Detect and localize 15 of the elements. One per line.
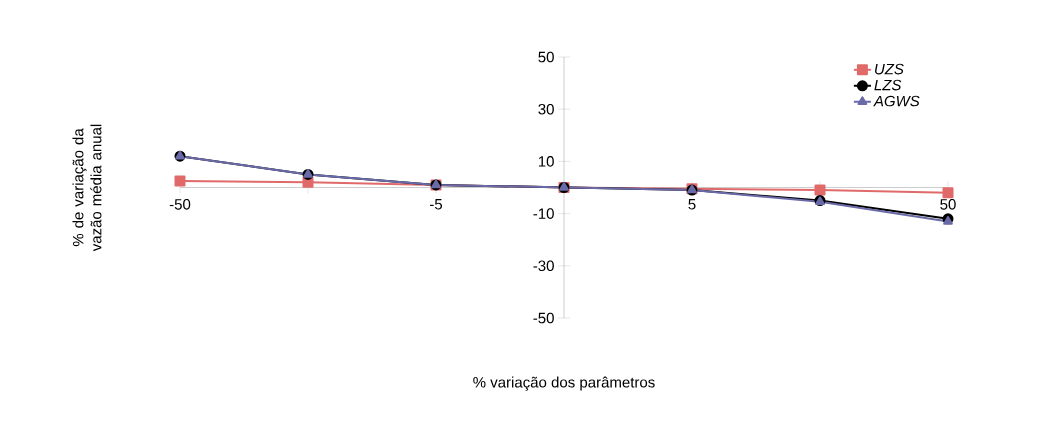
legend-label: LZS [874, 79, 902, 91]
y-tick-label: -30 [533, 260, 554, 272]
y-tick-label: -10 [533, 208, 554, 219]
y-tick-label: -50 [533, 312, 554, 324]
y-tick-label: 10 [538, 156, 554, 167]
y-tick-label: 50 [538, 51, 554, 63]
x-tick-label: 50 [940, 199, 956, 210]
legend-label: UZS [875, 63, 904, 75]
x-tick-label: 5 [688, 199, 696, 210]
y-axis-title: % de variação da vazão média anual [72, 124, 102, 252]
x-axis-title: % variação dos parâmetros [473, 376, 655, 391]
x-tick-label: -50 [169, 199, 191, 210]
y-tick-label: 30 [538, 103, 554, 115]
x-tick-label: -5 [429, 199, 443, 210]
legend-label: AGWS [873, 95, 920, 107]
